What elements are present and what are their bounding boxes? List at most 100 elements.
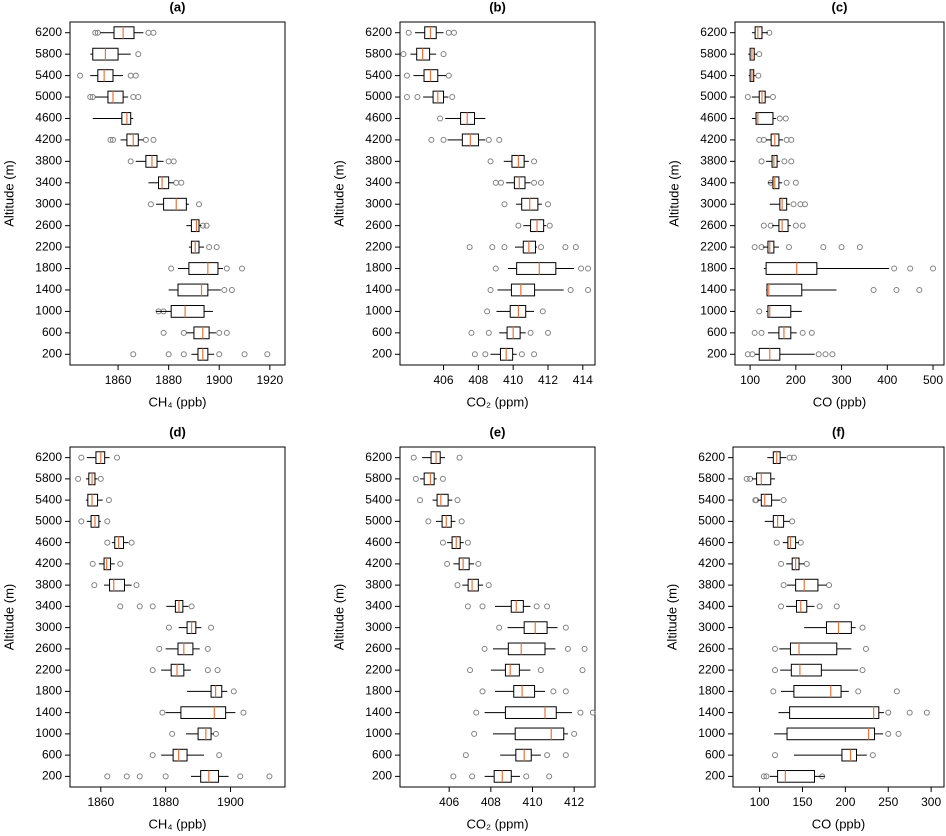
outlier	[572, 244, 579, 251]
y-tick-label: 6200	[35, 450, 62, 464]
outlier	[213, 244, 220, 251]
y-tick-label: 3800	[698, 577, 725, 591]
y-tick-label: 3400	[698, 599, 725, 613]
outlier	[862, 645, 869, 652]
outlier	[149, 752, 156, 759]
x-tick-label: 408	[468, 373, 488, 387]
outlier	[803, 560, 810, 567]
outlier	[228, 286, 235, 293]
outlier	[562, 624, 569, 631]
box	[177, 283, 209, 297]
outlier	[216, 752, 223, 759]
box	[787, 536, 797, 549]
outlier	[471, 351, 478, 358]
outlier	[466, 244, 473, 251]
y-tick-label: 3000	[35, 620, 62, 634]
box	[778, 219, 789, 233]
outlier	[501, 244, 508, 251]
outlier	[487, 286, 494, 293]
y-tick-label: 1800	[365, 684, 392, 698]
box	[109, 578, 125, 592]
outlier	[751, 329, 758, 336]
box	[790, 663, 822, 677]
outlier	[833, 603, 840, 610]
y-tick-label: 200	[707, 346, 727, 360]
outlier	[165, 624, 172, 631]
outlier	[855, 688, 862, 695]
outlier	[906, 709, 913, 716]
x-tick-label: 412	[538, 373, 558, 387]
outlier	[756, 51, 763, 58]
outlier	[136, 773, 143, 780]
outlier	[497, 179, 504, 186]
outlier	[838, 244, 845, 251]
y-tick-label: 4600	[700, 111, 727, 125]
y-tick-label: 3400	[700, 175, 727, 189]
outlier	[454, 582, 461, 589]
box	[513, 685, 536, 698]
y-tick-label: 4200	[35, 556, 62, 570]
y-tick-label: 2600	[700, 218, 727, 232]
box	[423, 472, 435, 486]
outlier	[485, 582, 492, 589]
x-axis-label: CO₂ (ppm)	[466, 816, 528, 831]
plot-frame	[399, 21, 596, 366]
y-tick-label: 5400	[35, 68, 62, 82]
outlier	[744, 94, 751, 101]
outlier	[156, 645, 163, 652]
outlier	[440, 51, 447, 58]
outlier	[581, 645, 588, 652]
y-tick-label: 2200	[700, 239, 727, 253]
outlier	[808, 329, 815, 336]
outlier	[464, 539, 471, 546]
outlier	[772, 645, 779, 652]
x-axis-label: CH₄ (ppb)	[148, 816, 206, 831]
y-tick-label: 1400	[35, 705, 62, 719]
outlier	[450, 773, 457, 780]
outlier	[776, 115, 783, 122]
x-tick-label: 100	[740, 373, 760, 387]
box	[786, 727, 876, 741]
outlier	[180, 329, 187, 336]
outlier	[117, 560, 124, 567]
outlier	[136, 603, 143, 610]
outlier	[410, 454, 417, 461]
outlier	[160, 329, 167, 336]
box	[504, 663, 520, 677]
y-tick-label: 3800	[35, 577, 62, 591]
y-tick-label: 1800	[35, 684, 62, 698]
outlier	[206, 244, 213, 251]
y-tick-label: 3400	[365, 175, 392, 189]
box	[197, 727, 212, 741]
outlier	[562, 244, 569, 251]
outlier	[230, 688, 237, 695]
x-tick-label: 1900	[217, 795, 244, 809]
y-tick-label: 3800	[35, 154, 62, 168]
outlier	[89, 94, 96, 101]
y-tick-label: 3000	[35, 196, 62, 210]
outlier	[216, 351, 223, 358]
y-tick-label: 5800	[35, 471, 62, 485]
outlier	[487, 158, 494, 165]
outlier	[484, 308, 491, 315]
x-tick-label: 410	[522, 795, 542, 809]
x-axis-label: CH₄ (ppb)	[148, 394, 206, 409]
outlier	[241, 351, 248, 358]
outlier	[772, 667, 779, 674]
x-tick-label: 1920	[256, 373, 283, 387]
y-tick-label: 1800	[698, 684, 725, 698]
box	[126, 133, 139, 147]
y-tick-label: 2200	[35, 239, 62, 253]
outlier	[414, 94, 421, 101]
outlier	[264, 351, 271, 358]
outlier	[107, 136, 114, 143]
outlier	[445, 29, 452, 36]
y-tick-label: 5400	[700, 68, 727, 82]
outlier	[577, 709, 584, 716]
x-tick-label: 1860	[87, 795, 114, 809]
outlier	[444, 560, 451, 567]
outlier	[479, 688, 486, 695]
x-tick-label: 300	[921, 795, 941, 809]
